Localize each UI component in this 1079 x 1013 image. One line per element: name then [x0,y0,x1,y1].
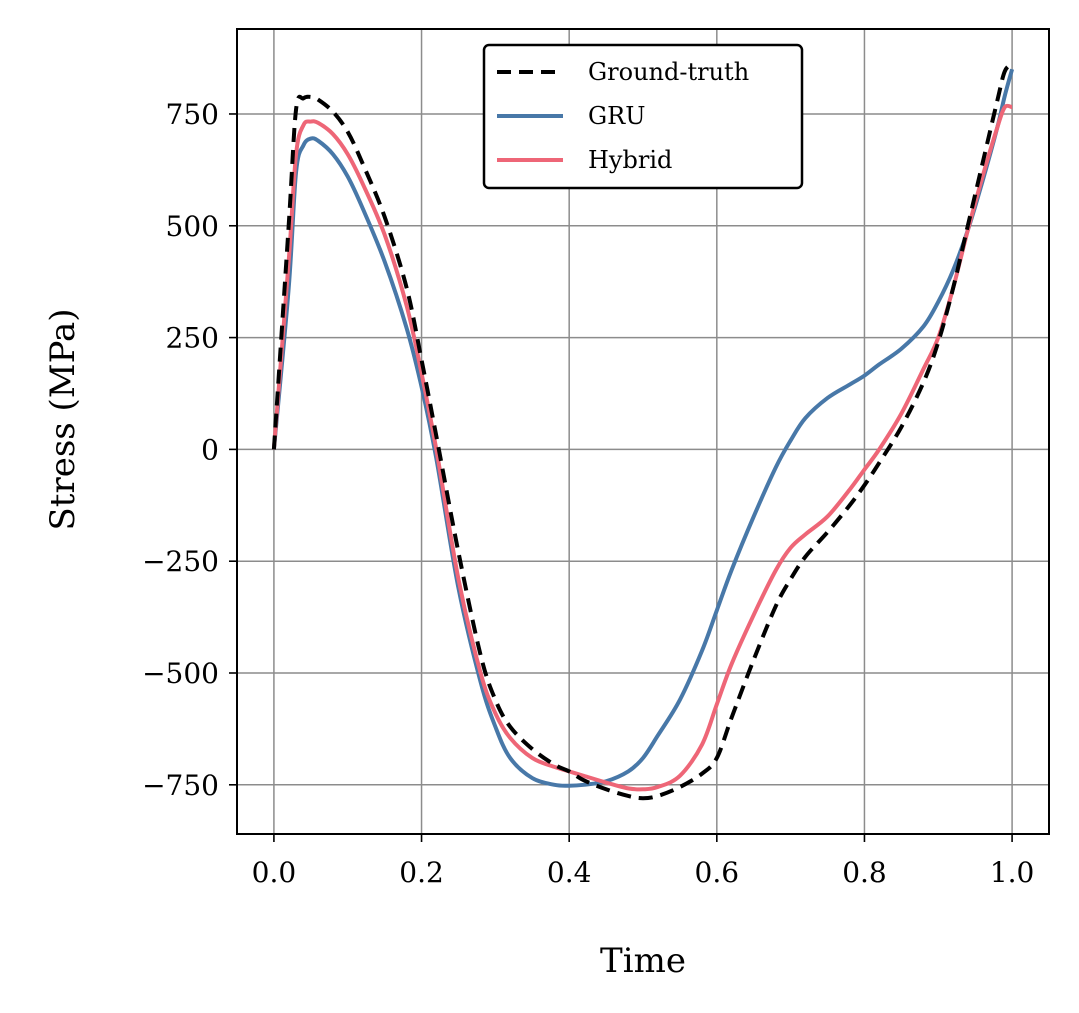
legend-label-hybrid: Hybrid [588,146,672,174]
series-line-gru [271,68,1015,788]
legend-label-gru: GRU [588,102,645,130]
x-tick-label: 0.2 [399,856,444,889]
x-tick-label: 0.6 [695,856,740,889]
y-tick-label: −750 [142,769,219,802]
legend-box [482,43,804,190]
y-tick-label: −500 [142,657,219,690]
y-tick-label: 750 [166,98,219,131]
y-tick-label: 500 [166,210,219,243]
legend: Ground-truth GRU Hybrid [482,43,804,190]
axis-ticks: 0.0 0.2 0.4 0.6 0.8 1.0 750 500 250 0 −250 −500 −750 [142,98,1034,889]
series-line-ground-truth [271,62,1014,801]
x-tick-label: 0.8 [842,856,887,889]
y-axis-title: Stress (MPa) [43,309,83,531]
x-tick-label: 1.0 [990,856,1035,889]
series-layer [271,62,1015,801]
x-tick-label: 0.4 [547,856,592,889]
plot-frame [236,28,1050,835]
x-axis-title: Time [600,941,686,981]
y-tick-label: 0 [201,433,219,466]
series-line-hybrid [271,103,1013,792]
legend-label-ground-truth: Ground-truth [588,58,749,86]
y-tick-label: −250 [142,545,219,578]
y-tick-label: 250 [166,322,219,355]
x-tick-label: 0.0 [252,856,297,889]
